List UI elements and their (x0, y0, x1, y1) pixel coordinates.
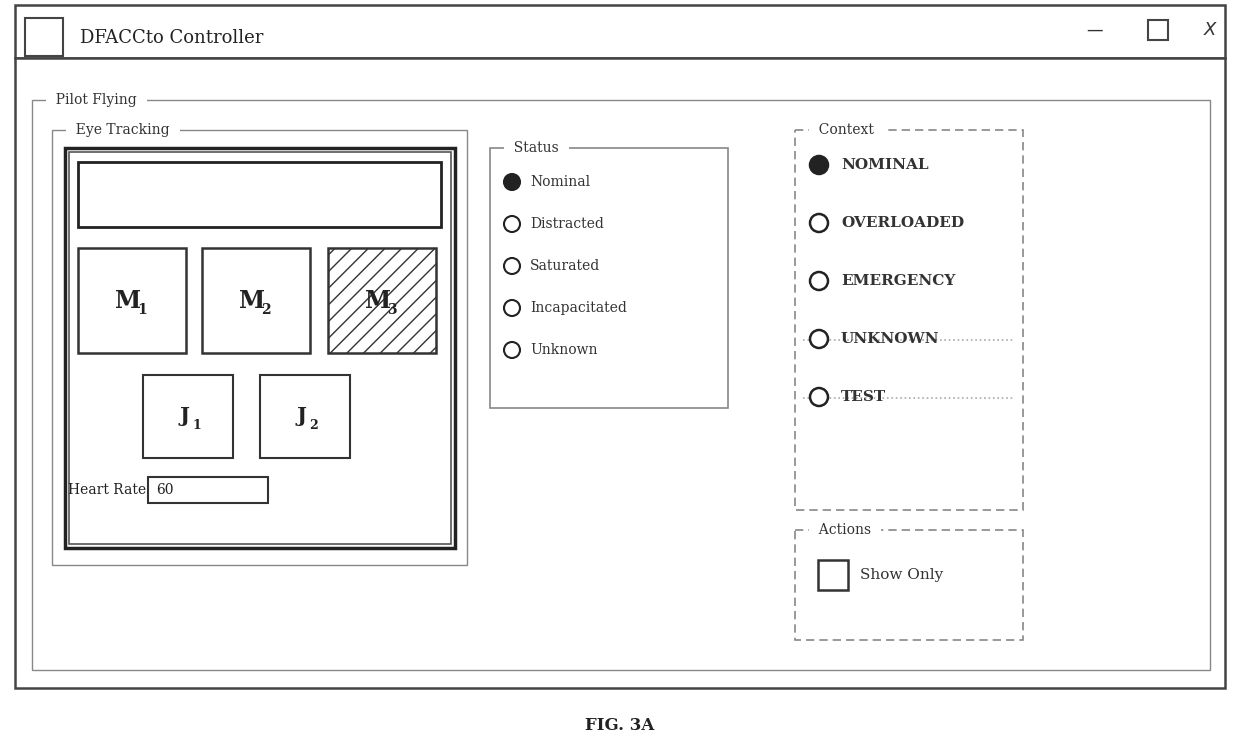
Text: EMERGENCY: EMERGENCY (841, 274, 955, 288)
Text: Context: Context (810, 123, 883, 137)
Circle shape (810, 156, 828, 174)
Bar (78, 162, 441, 227)
Text: J: J (179, 406, 188, 427)
Text: Incapacitated: Incapacitated (529, 301, 627, 315)
Text: DFACCto Controller: DFACCto Controller (81, 29, 263, 47)
Circle shape (503, 174, 520, 190)
Bar (1148, 20, 1168, 40)
Circle shape (810, 388, 828, 406)
Text: M: M (365, 289, 391, 313)
Bar (329, 248, 436, 353)
Bar (818, 560, 848, 590)
Text: 2: 2 (310, 419, 319, 432)
Bar (148, 477, 268, 503)
Bar (490, 148, 728, 408)
Text: X: X (1204, 21, 1216, 39)
Text: 2: 2 (262, 304, 270, 317)
Circle shape (810, 214, 828, 232)
Bar (143, 375, 233, 458)
Bar (795, 130, 1023, 510)
Bar (69, 152, 451, 544)
Text: 1: 1 (138, 304, 146, 317)
Text: M: M (115, 289, 141, 313)
Text: Nominal: Nominal (529, 175, 590, 189)
Text: 60: 60 (156, 483, 174, 497)
Text: OVERLOADED: OVERLOADED (841, 216, 965, 230)
Circle shape (810, 330, 828, 348)
Text: Pilot Flying: Pilot Flying (47, 93, 145, 107)
Bar (795, 530, 1023, 640)
Bar (32, 100, 1210, 670)
Text: Status: Status (505, 141, 568, 155)
Circle shape (503, 216, 520, 232)
Text: —: — (1086, 21, 1104, 39)
Circle shape (503, 258, 520, 274)
Text: Distracted: Distracted (529, 217, 604, 231)
Text: Saturated: Saturated (529, 259, 600, 273)
Bar (78, 248, 186, 353)
Circle shape (810, 272, 828, 290)
Circle shape (503, 342, 520, 358)
Text: TEST: TEST (841, 390, 887, 404)
Text: Unknown: Unknown (529, 343, 598, 357)
Bar (25, 18, 63, 56)
Bar (64, 148, 455, 548)
Bar (52, 130, 467, 565)
Text: Actions: Actions (810, 523, 880, 537)
Text: NOMINAL: NOMINAL (841, 158, 929, 172)
Text: 1: 1 (192, 419, 201, 432)
Text: 3: 3 (387, 304, 397, 317)
Text: Eye Tracking: Eye Tracking (67, 123, 179, 137)
Bar (15, 5, 1225, 58)
Text: Heart Rate:: Heart Rate: (68, 483, 151, 497)
Bar (15, 58, 1225, 688)
Text: UNKNOWN: UNKNOWN (841, 332, 940, 346)
Bar (202, 248, 310, 353)
Text: FIG. 3A: FIG. 3A (585, 716, 655, 734)
Bar (260, 375, 350, 458)
Text: Show Only: Show Only (861, 568, 944, 582)
Text: M: M (239, 289, 265, 313)
Text: J: J (296, 406, 306, 427)
Circle shape (503, 300, 520, 316)
